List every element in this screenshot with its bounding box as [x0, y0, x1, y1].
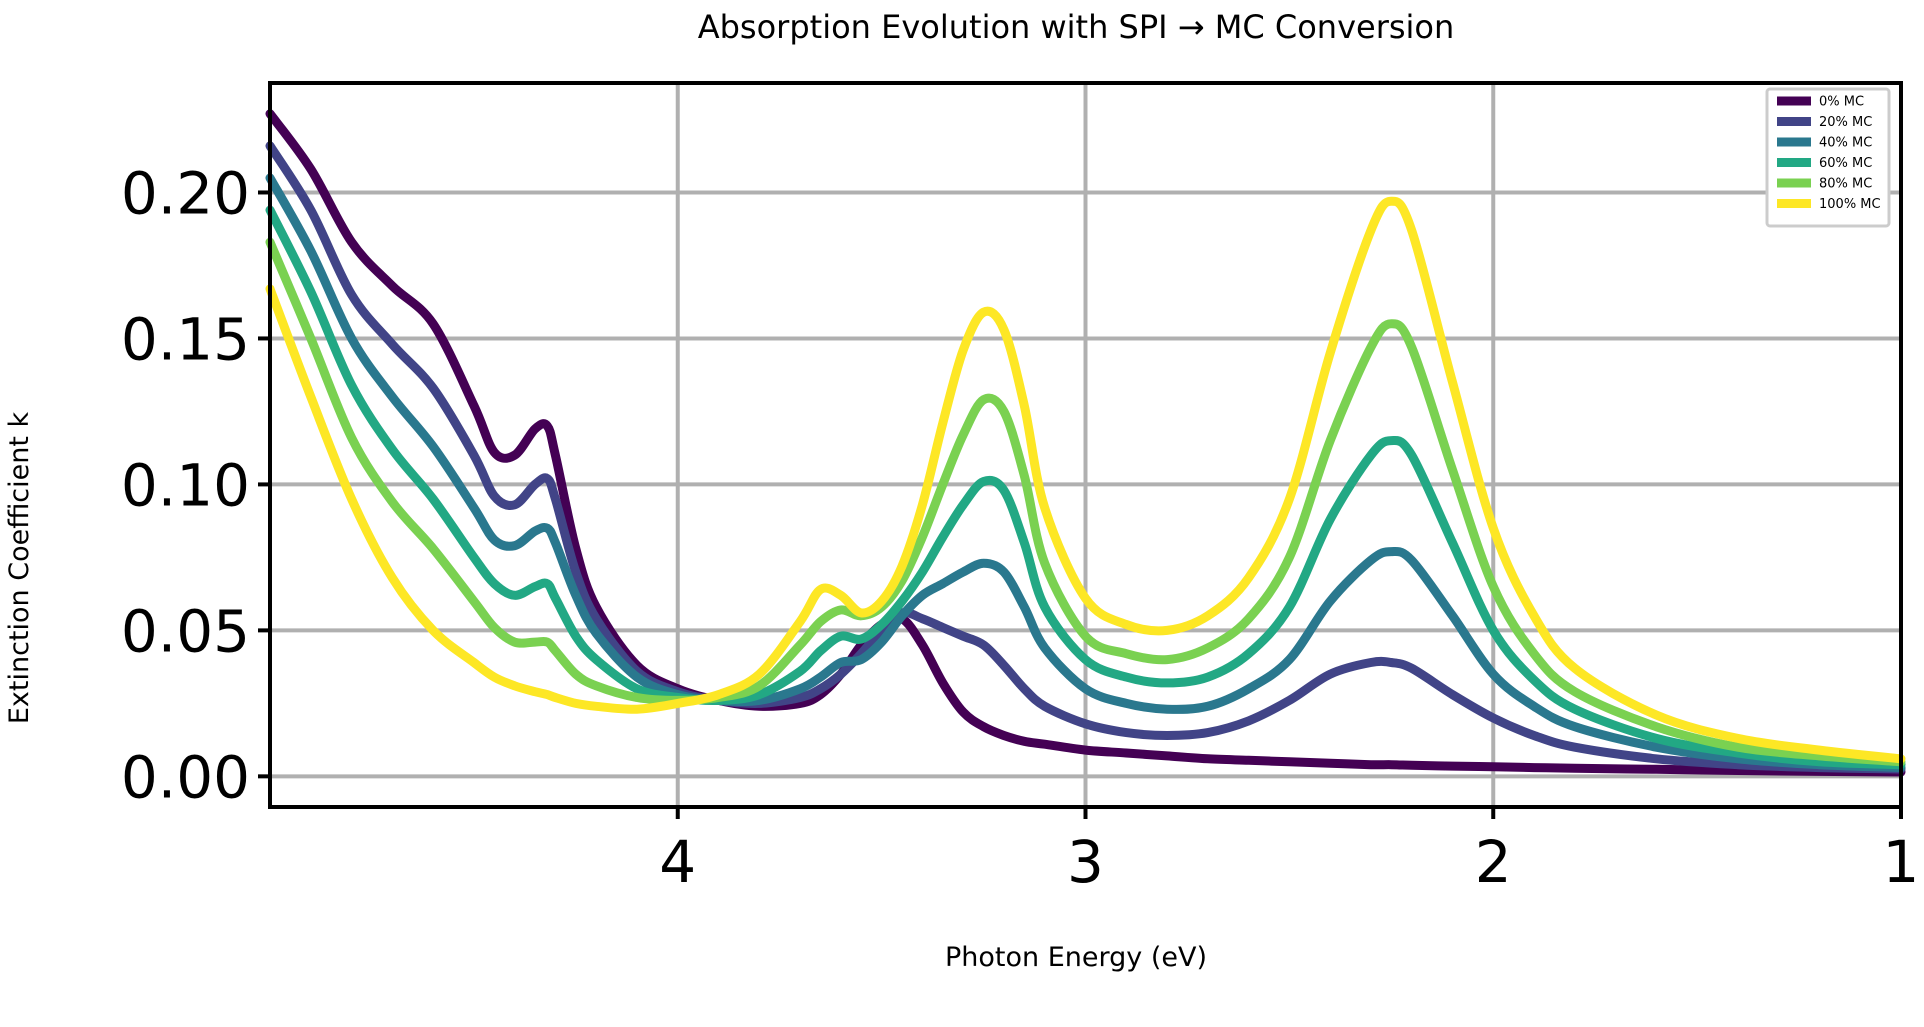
x-tick-label: 3: [1067, 828, 1104, 896]
legend-label: 0% MC: [1819, 95, 1864, 110]
y-tick-label: 0.05: [121, 597, 250, 665]
legend-label: 60% MC: [1819, 156, 1872, 171]
legend-label: 40% MC: [1819, 136, 1872, 151]
legend: 0% MC 20% MC 40% MC 60% MC 80% MC 100% MC: [1765, 87, 1891, 228]
x-tick-label: 4: [659, 828, 696, 896]
series-line-2: [265, 173, 1906, 773]
y-tick-label: 0.20: [121, 159, 250, 227]
y-axis-label: Extinction Coefficient k: [4, 411, 35, 724]
series-line-0: [265, 109, 1906, 777]
x-tick-label: 1: [1883, 828, 1920, 896]
y-tick-label: 0.00: [121, 743, 250, 811]
y-tick-label: 0.10: [121, 451, 250, 519]
series-line-1: [265, 141, 1906, 774]
legend-label: 20% MC: [1819, 115, 1872, 130]
series-line-4: [265, 237, 1906, 767]
x-tick-label: 2: [1475, 828, 1512, 896]
x-axis-label: Photon Energy (eV): [945, 942, 1207, 973]
y-tick-label: 0.15: [121, 305, 250, 373]
plot-frame: [268, 81, 1903, 809]
series-line-3: [265, 205, 1906, 770]
axis-ticks: 4 3 2 1 0.00 0.05 0.10 0.15 0.20: [121, 159, 1920, 896]
chart-title: Absorption Evolution with SPI → MC Conve…: [698, 8, 1455, 46]
series-line-5: [265, 196, 1906, 764]
series-lines: [265, 109, 1906, 777]
legend-label: 80% MC: [1819, 177, 1872, 192]
legend-label: 100% MC: [1819, 197, 1881, 212]
